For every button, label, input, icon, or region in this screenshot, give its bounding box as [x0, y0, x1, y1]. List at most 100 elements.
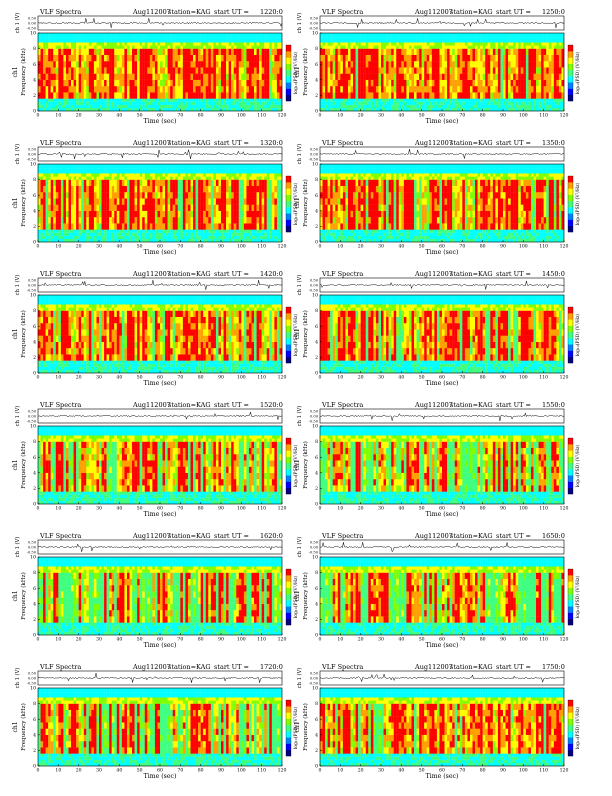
- spectrogram-cell: [244, 205, 247, 211]
- spectrogram-cell: [173, 102, 176, 105]
- spectrogram-cell: [201, 230, 204, 233]
- spectrogram-cell: [61, 55, 64, 61]
- spectrogram-cell: [384, 102, 387, 105]
- spectrogram-cell: [473, 80, 476, 86]
- spectrogram-cell: [198, 102, 201, 105]
- spectrogram-cell: [269, 223, 272, 229]
- spectrogram-cell: [447, 108, 450, 111]
- spectrogram-cell: [216, 99, 219, 102]
- spectrogram-cell: [94, 192, 97, 198]
- spectrogram-cell: [252, 99, 255, 102]
- spectrogram-cell: [401, 99, 404, 102]
- spectrogram-cell: [272, 239, 275, 242]
- spectrogram-cell: [155, 236, 158, 239]
- spectrogram-cell: [503, 45, 506, 48]
- spectrogram-cell: [531, 86, 534, 92]
- spectrogram-cell: [320, 45, 323, 48]
- spectrogram-cell: [224, 86, 227, 92]
- spectrogram-cell: [58, 198, 61, 204]
- spectrogram-cell: [277, 49, 280, 55]
- spectrogram-cell: [236, 186, 239, 192]
- spectrogram-cell: [211, 176, 214, 179]
- spectrogram-cell: [89, 99, 92, 102]
- spectrogram-cell: [267, 233, 270, 236]
- spectrogram-cell: [96, 102, 99, 105]
- spectrogram-cell: [262, 217, 265, 223]
- spectrogram-cell: [427, 105, 430, 108]
- spectrogram-cell: [76, 198, 79, 204]
- spectrogram-cell: [267, 108, 270, 111]
- spectrogram-cell: [488, 92, 491, 98]
- spectrogram-cell: [358, 38, 361, 43]
- spectrogram-cell: [216, 45, 219, 48]
- spectrogram-cell: [38, 99, 41, 102]
- spectrogram-cell: [84, 236, 87, 239]
- spectrogram-cell: [246, 38, 249, 43]
- spectrogram-cell: [234, 173, 237, 176]
- spectrogram-cell: [69, 45, 72, 48]
- spectrogram-cell: [333, 180, 336, 186]
- spectrogram-cell: [414, 55, 417, 61]
- spectrogram-xtick-label: 10: [55, 244, 61, 250]
- spectrogram-cell: [79, 67, 82, 73]
- spectrogram-cell: [485, 42, 488, 45]
- spectrogram-cell: [117, 80, 120, 86]
- spectrogram-cell: [63, 55, 66, 61]
- spectrogram-cell: [345, 74, 348, 80]
- spectrogram-cell: [130, 49, 133, 55]
- spectrogram-cell: [224, 223, 227, 229]
- spectrogram-cell: [175, 49, 178, 55]
- spectrogram-cell: [325, 38, 328, 43]
- spectrogram-cell: [264, 61, 267, 67]
- spectrogram-cell: [259, 176, 262, 179]
- spectrogram-cell: [274, 186, 277, 192]
- spectrogram-cell: [244, 236, 247, 239]
- spectrogram-cell: [63, 186, 66, 192]
- spectrogram-cell: [483, 86, 486, 92]
- spectrogram-cell: [478, 80, 481, 86]
- spectrogram-cell: [211, 92, 214, 98]
- spectrogram-cell: [53, 45, 56, 48]
- spectrogram-cell: [124, 176, 127, 179]
- spectrogram-cell: [343, 186, 346, 192]
- spectrogram-cell: [46, 67, 49, 73]
- spectrogram-cell: [127, 164, 130, 169]
- spectrogram-ytick-label: 6: [315, 62, 318, 68]
- spectrogram-cell: [343, 176, 346, 179]
- spectrogram-cell: [137, 38, 140, 43]
- spectrogram-cell: [58, 239, 61, 242]
- spectrogram-cell: [114, 108, 117, 111]
- spectrogram-cell: [480, 105, 483, 108]
- spectrogram-cell: [63, 230, 66, 233]
- spectrogram-cell: [335, 192, 338, 198]
- spectrogram-cell: [140, 211, 143, 217]
- spectrogram-cell: [58, 45, 61, 48]
- spectrogram-cell: [170, 38, 173, 43]
- spectrogram-cell: [252, 67, 255, 73]
- spectrogram-xtick-label: 100: [237, 244, 246, 250]
- spectrogram-cell: [107, 173, 110, 176]
- spectrogram-cell: [191, 186, 194, 192]
- spectrogram-cell: [325, 236, 328, 239]
- spectrogram-cell: [541, 102, 544, 105]
- spectrogram-cell: [445, 105, 448, 108]
- spectrogram-cell: [145, 223, 148, 229]
- colorbar-segment: [286, 188, 291, 194]
- spectrogram-cell: [63, 99, 66, 102]
- spectrogram-cell: [221, 49, 224, 55]
- spectrogram-cell: [330, 61, 333, 67]
- spectrogram-cell: [518, 74, 521, 80]
- spectrogram-cell: [61, 38, 64, 43]
- spectrogram-cell: [224, 205, 227, 211]
- spectrogram-cell: [371, 86, 374, 92]
- spectrogram-cell: [203, 217, 206, 223]
- spectrogram-cell: [353, 86, 356, 92]
- spectrogram-cell: [165, 99, 168, 102]
- spectrogram-cell: [546, 49, 549, 55]
- spectrogram-cell: [244, 239, 247, 242]
- spectrogram-cell: [117, 164, 120, 169]
- spectrogram-cell: [221, 173, 224, 176]
- spectrogram-cell: [91, 169, 94, 174]
- spectrogram-cell: [460, 80, 463, 86]
- spectrogram-cell: [422, 105, 425, 108]
